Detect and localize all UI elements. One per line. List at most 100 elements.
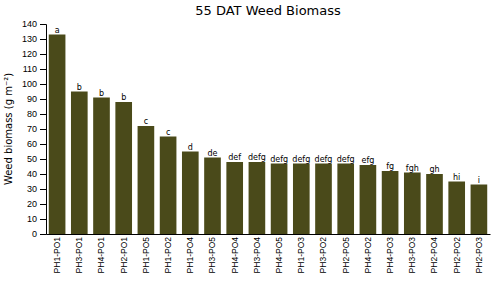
y-tick-mark — [40, 114, 46, 115]
y-tick-mark — [40, 159, 46, 160]
y-tick: 20 — [27, 199, 46, 209]
y-tick-label: 70 — [27, 124, 37, 134]
x-tick-label: PH2-PO4 — [429, 237, 439, 274]
y-tick-mark — [40, 234, 46, 235]
bar — [471, 185, 488, 235]
x-tick-label: PH4-PO4 — [230, 237, 240, 274]
y-tick-label: 10 — [27, 214, 37, 224]
bar — [382, 171, 399, 234]
y-tick-label: 50 — [27, 154, 37, 164]
y-tick: 30 — [27, 184, 46, 194]
significance-letter: d — [188, 143, 193, 152]
significance-letter: gh — [429, 165, 439, 174]
y-tick-label: 80 — [27, 109, 37, 119]
y-tick: 40 — [27, 169, 46, 179]
chart: 0102030405060708090100110120130140PH1-PO… — [0, 0, 500, 286]
x-tick: PH1-PO4 — [185, 234, 195, 273]
significance-letter: b — [121, 93, 126, 102]
x-tick-label: PH4-PO2 — [363, 237, 373, 274]
y-tick-label: 60 — [27, 139, 37, 149]
bar — [226, 162, 243, 234]
bar — [138, 126, 155, 234]
x-axis-line — [47, 234, 491, 235]
y-tick: 140 — [22, 19, 46, 29]
bar — [293, 164, 310, 235]
y-tick-mark — [40, 174, 46, 175]
bar — [271, 164, 288, 235]
x-tick: PH4-PO2 — [363, 234, 373, 273]
x-tick: PH3-PO2 — [318, 234, 328, 273]
x-tick: PH4-PO5 — [274, 234, 284, 273]
x-tick: PH4-PO4 — [230, 234, 240, 273]
x-tick-label: PH3-PO5 — [207, 237, 217, 274]
significance-letter: defg — [337, 155, 355, 164]
x-tick-label: PH1-PO5 — [141, 237, 151, 274]
x-tick-label: PH1-PO3 — [296, 237, 306, 274]
x-tick-label: PH1-PO1 — [52, 237, 62, 274]
y-tick: 130 — [22, 34, 46, 44]
y-tick-mark — [40, 24, 46, 25]
y-tick: 110 — [23, 64, 46, 74]
y-tick: 100 — [22, 79, 46, 89]
y-tick-label: 140 — [22, 19, 37, 29]
significance-letter: def — [228, 153, 241, 162]
y-tick-mark — [40, 189, 46, 190]
bar — [315, 164, 332, 235]
x-tick: PH2-PO4 — [429, 234, 439, 273]
x-tick-label: PH3-PO2 — [318, 237, 328, 274]
significance-letter: defg — [315, 155, 333, 164]
x-tick-label: PH3-PO1 — [74, 237, 84, 274]
significance-letter: a — [55, 26, 60, 35]
significance-letter: fgh — [406, 164, 419, 173]
x-axis: PH1-PO1 PH3-PO1 PH4-PO1 PH2-PO1 PH1-PO5 PH1-P… — [47, 234, 491, 273]
bar — [182, 152, 199, 235]
bar — [49, 35, 66, 235]
y-tick: 60 — [27, 139, 46, 149]
y-axis-title: Weed biomass (g m⁻²) — [3, 73, 14, 185]
y-tick-label: 30 — [27, 184, 37, 194]
y-tick-label: 110 — [23, 64, 37, 74]
x-tick-label: PH3-PO4 — [252, 237, 262, 274]
y-tick-mark — [40, 99, 46, 100]
y-tick-mark — [40, 204, 46, 205]
x-tick: PH4-PO1 — [96, 234, 106, 273]
y-tick-mark — [40, 69, 46, 70]
x-tick: PH1-PO3 — [296, 234, 306, 273]
x-tick: PH3-PO4 — [252, 234, 262, 273]
x-tick: PH2-PO2 — [452, 234, 462, 273]
y-tick-mark — [40, 129, 46, 130]
x-tick-label: PH1-PO4 — [185, 237, 195, 274]
bar — [249, 162, 266, 234]
bar — [115, 102, 132, 234]
x-tick-label: PH1-PO2 — [163, 237, 173, 274]
y-axis-line — [40, 25, 47, 235]
x-tick: PH2-PO5 — [341, 234, 351, 273]
y-tick-mark — [40, 39, 46, 40]
y-tick: 0 — [32, 229, 46, 239]
bar — [360, 165, 377, 234]
significance-letter: b — [77, 83, 82, 92]
significance-letter: c — [144, 117, 148, 126]
x-tick-label: PH4-PO1 — [96, 237, 106, 274]
annotations: abbbccddedefdefgdefgdefgdefgdefgefgfgfgh… — [55, 26, 480, 185]
y-tick: 80 — [27, 109, 46, 119]
x-tick: PH4-PO3 — [385, 234, 395, 273]
y-tick-label: 0 — [32, 229, 37, 239]
bar — [71, 92, 88, 235]
y-tick-label: 40 — [27, 169, 37, 179]
y-tick-mark — [40, 84, 46, 85]
significance-letter: fg — [386, 162, 394, 171]
x-tick-label: PH4-PO3 — [385, 237, 395, 274]
x-tick: PH2-PO3 — [474, 234, 484, 273]
plot: 0102030405060708090100110120130140PH1-PO… — [22, 19, 491, 273]
y-tick: 120 — [22, 49, 46, 59]
x-tick-label: PH2-PO1 — [119, 237, 129, 274]
x-tick-label: PH2-PO3 — [474, 237, 484, 274]
significance-letter: defg — [292, 155, 310, 164]
y-tick-mark — [40, 144, 46, 145]
x-tick-label: PH3-PO3 — [407, 237, 417, 274]
x-tick: PH1-PO1 — [52, 234, 62, 273]
significance-letter: hi — [453, 173, 460, 182]
y-axis: 0102030405060708090100110120130140 — [22, 19, 47, 239]
y-tick-label: 20 — [27, 199, 37, 209]
